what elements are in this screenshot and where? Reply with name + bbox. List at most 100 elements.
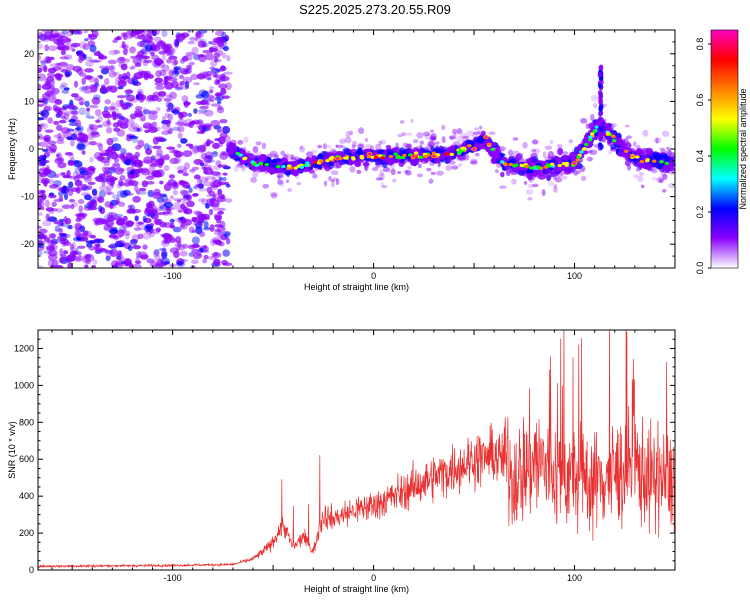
- heatmap-cell: [121, 40, 126, 49]
- heatmap-cell: [572, 171, 578, 176]
- heatmap-cell: [89, 84, 98, 93]
- heatmap-cell: [113, 226, 118, 235]
- heatmap-cell: [348, 159, 355, 166]
- heatmap-cell: [222, 262, 233, 266]
- heatmap-cell: [119, 242, 125, 248]
- heatmap-cell: [130, 239, 138, 246]
- heatmap-cell: [273, 154, 279, 160]
- heatmap-cell: [150, 209, 158, 214]
- heatmap-cell: [587, 149, 593, 154]
- heatmap-cell: [77, 56, 84, 64]
- heatmap-cell: [126, 209, 132, 214]
- heatmap-cell: [70, 139, 75, 147]
- heatmap-cell: [145, 148, 153, 156]
- heatmap-cell: [163, 183, 172, 192]
- heatmap-cell: [93, 94, 101, 100]
- heatmap-cell: [130, 55, 138, 59]
- heatmap-cell: [533, 148, 541, 154]
- heatmap-cell: [544, 145, 553, 150]
- heatmap-cell: [339, 138, 346, 144]
- heatmap-cell: [172, 197, 183, 202]
- heatmap-cell: [89, 156, 94, 163]
- heatmap-cell: [653, 137, 662, 144]
- heatmap-cell: [99, 157, 110, 164]
- heatmap-cell: [108, 65, 115, 71]
- heatmap-cell: [207, 94, 215, 99]
- heatmap-cell: [210, 68, 221, 74]
- heatmap-cell: [335, 157, 339, 160]
- heatmap-cell: [193, 210, 202, 215]
- heatmap-y-tick-label: 10: [24, 96, 34, 106]
- heatmap-cell: [84, 68, 94, 73]
- heatmap-cell: [64, 152, 74, 156]
- heatmap-cell: [53, 219, 60, 225]
- heatmap-cell: [108, 212, 118, 218]
- heatmap-cell: [89, 167, 97, 171]
- heatmap-cell: [222, 249, 231, 257]
- heatmap-x-tick-label: 100: [567, 271, 582, 281]
- heatmap-cell: [121, 117, 129, 125]
- heatmap-cell: [179, 258, 189, 263]
- heatmap-cell: [48, 243, 58, 251]
- heatmap-cell: [490, 147, 495, 152]
- heatmap-cell: [82, 43, 90, 51]
- heatmap-cell: [128, 125, 138, 133]
- heatmap-cell: [44, 199, 50, 208]
- heatmap-cell: [645, 158, 650, 162]
- heatmap-cell: [44, 35, 52, 40]
- heatmap-cell: [220, 87, 227, 95]
- heatmap-cell: [89, 235, 96, 239]
- heatmap-cell: [116, 95, 127, 99]
- heatmap-cell: [68, 181, 74, 189]
- heatmap-cell: [203, 109, 214, 117]
- heatmap-cell: [47, 117, 54, 124]
- heatmap-cell: [237, 139, 244, 145]
- heatmap-cell: [63, 110, 71, 117]
- heatmap-cell: [197, 198, 205, 203]
- heatmap-cell: [305, 166, 310, 171]
- heatmap-cell: [418, 155, 424, 159]
- heatmap-cell: [522, 141, 528, 149]
- heatmap-cell: [107, 59, 117, 65]
- heatmap-cell: [116, 260, 124, 266]
- heatmap-cell: [252, 171, 259, 178]
- heatmap-cell: [597, 71, 603, 78]
- heatmap-cell: [168, 69, 174, 77]
- heatmap-cell: [349, 166, 356, 173]
- heatmap-cell: [581, 147, 587, 151]
- heatmap-cell: [119, 190, 128, 198]
- heatmap-cell: [167, 113, 173, 122]
- heatmap-cell: [471, 133, 479, 138]
- heatmap-cell: [117, 80, 127, 88]
- heatmap-cell: [543, 165, 548, 169]
- heatmap-cell: [460, 146, 465, 150]
- heatmap-cell: [126, 133, 133, 138]
- heatmap-cell: [200, 152, 208, 160]
- heatmap-cell: [82, 53, 87, 59]
- heatmap-cell: [145, 40, 152, 44]
- heatmap-cell: [656, 164, 663, 170]
- heatmap-cell: [173, 59, 179, 66]
- heatmap-cell: [126, 30, 133, 35]
- heatmap-cell: [441, 136, 446, 143]
- heatmap-cell: [81, 77, 87, 86]
- heatmap-cell: [258, 166, 266, 173]
- heatmap-cell: [136, 40, 145, 48]
- heatmap-cell: [589, 132, 595, 136]
- heatmap-cell: [164, 76, 169, 83]
- heatmap-cell: [460, 132, 468, 139]
- heatmap-cell: [251, 162, 257, 166]
- heatmap-cell: [164, 120, 172, 125]
- heatmap-cell: [221, 31, 227, 38]
- heatmap-cell: [86, 185, 93, 190]
- heatmap-cell: [220, 234, 228, 241]
- heatmap-cell: [191, 166, 199, 171]
- heatmap-cell: [114, 80, 122, 87]
- heatmap-cell: [557, 163, 562, 168]
- heatmap-cell: [72, 201, 78, 208]
- heatmap-cell: [430, 171, 436, 175]
- heatmap-cell: [323, 180, 328, 187]
- heatmap-cell: [402, 153, 407, 158]
- heatmap-cell: [205, 73, 212, 81]
